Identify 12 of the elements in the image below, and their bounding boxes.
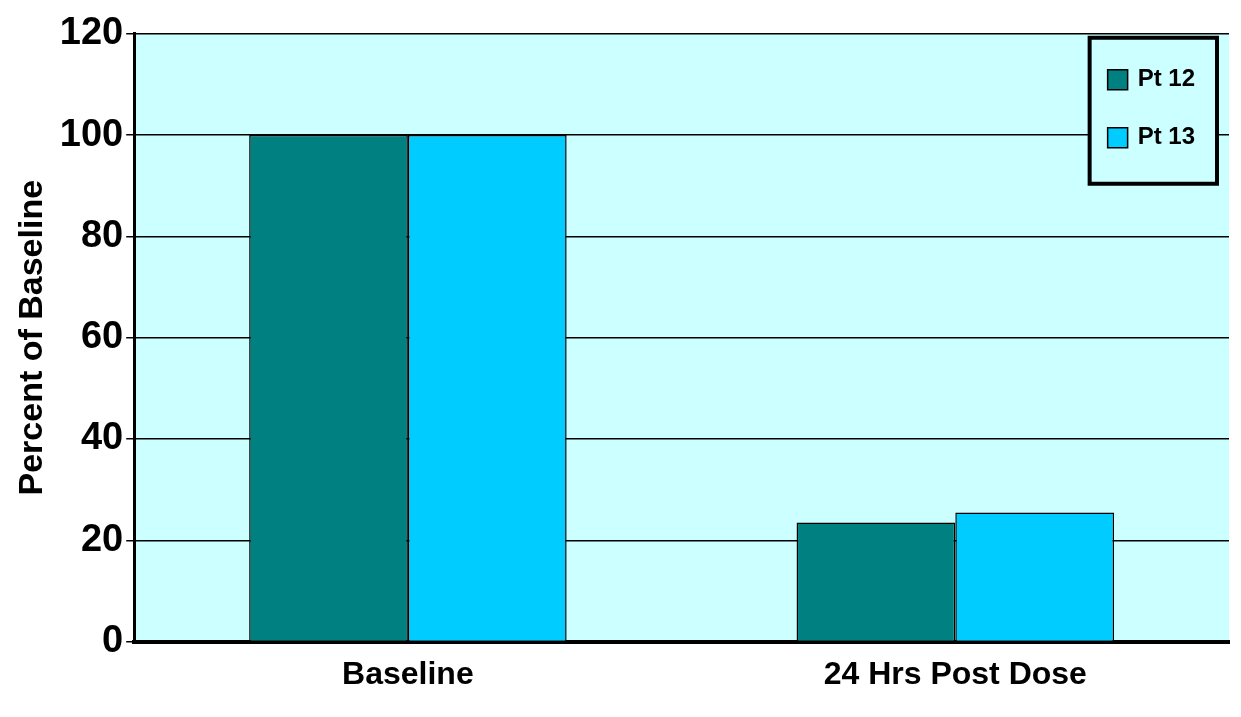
legend-label: Pt 13 <box>1137 122 1196 150</box>
y-tick-label: 0 <box>102 618 124 661</box>
x-tick-label: Baseline <box>342 654 474 691</box>
y-tick-label: 100 <box>59 111 124 154</box>
y-tick-label: 60 <box>80 314 124 357</box>
y-tick-label: 80 <box>80 212 124 255</box>
y-axis-title: Percent of Baseline <box>10 179 49 496</box>
x-tick-label: 24 Hrs Post Dose <box>823 654 1087 691</box>
y-tick-label: 20 <box>80 516 124 559</box>
y-tick-label: 40 <box>80 415 124 458</box>
y-tick-label: 120 <box>59 10 124 53</box>
legend-label: Pt 12 <box>1137 64 1196 92</box>
